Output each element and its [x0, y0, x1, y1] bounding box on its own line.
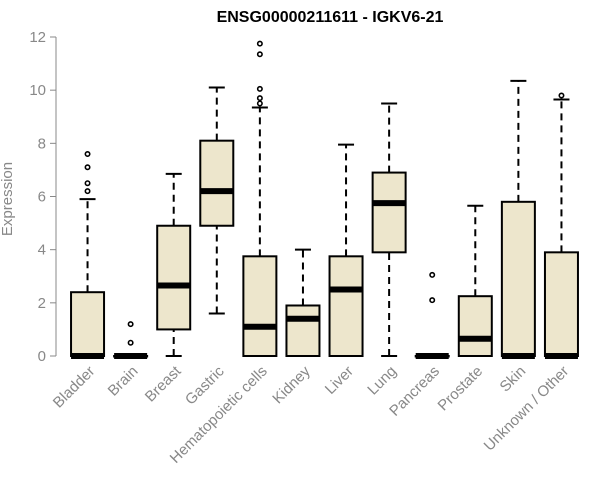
outlier-point [127, 321, 134, 328]
y-tick-label: 10 [29, 82, 46, 99]
boxes [70, 40, 579, 359]
y-axis: 0 2 4 6 8 10 12 [29, 29, 57, 365]
box-iqr [156, 224, 192, 331]
y-tick-label: 0 [38, 348, 46, 365]
x-category-label: Prostate [435, 363, 487, 415]
y-tick-label: 12 [29, 29, 46, 46]
box-hematopoietic-cells [242, 40, 278, 357]
outlier-point [256, 51, 263, 58]
outlier-point [558, 92, 565, 99]
box-bladder [70, 150, 106, 359]
box-iqr [199, 139, 235, 227]
y-tick-label: 8 [38, 135, 46, 152]
box-brain [113, 321, 149, 359]
y-tick-label: 4 [38, 242, 46, 259]
x-category-label: Skin [497, 363, 530, 396]
outlier-point [429, 271, 436, 278]
y-tick-label: 6 [38, 189, 46, 206]
x-category-label: Breast [142, 362, 185, 405]
y-axis-label: Expression [0, 162, 16, 236]
outlier-point [127, 339, 134, 346]
outlier-point [84, 188, 91, 195]
box-iqr [70, 291, 106, 358]
x-category-label: Kidney [269, 362, 314, 407]
box-iqr [500, 200, 536, 357]
box-lung [371, 102, 407, 357]
outlier-point [256, 95, 263, 102]
x-category-label: Bladder [50, 363, 99, 412]
outlier-point [256, 40, 263, 47]
outlier-point [84, 180, 91, 187]
box-iqr [457, 295, 493, 357]
box-skin [500, 79, 536, 359]
box-iqr [543, 251, 579, 357]
x-category-label: Brain [105, 363, 142, 400]
box-prostate [457, 204, 493, 357]
x-category-label: Liver [322, 363, 357, 398]
outlier-point [84, 164, 91, 171]
outlier-point [256, 85, 263, 92]
box-liver [328, 143, 364, 357]
box-iqr [328, 255, 364, 357]
box-iqr [285, 304, 321, 358]
box-kidney [285, 248, 321, 358]
box-breast [156, 172, 192, 357]
box-unknown-other [543, 92, 579, 359]
box-pancreas [414, 271, 450, 359]
y-tick-label: 2 [38, 295, 46, 312]
outlier-point [256, 100, 263, 107]
box-iqr [242, 255, 278, 357]
x-category-label: Lung [364, 363, 400, 399]
outlier-point [429, 297, 436, 304]
box-iqr [371, 171, 407, 254]
chart-title: ENSG00000211611 - IGKV6-21 [217, 9, 444, 26]
box-gastric [199, 86, 235, 315]
outlier-point [84, 150, 91, 157]
